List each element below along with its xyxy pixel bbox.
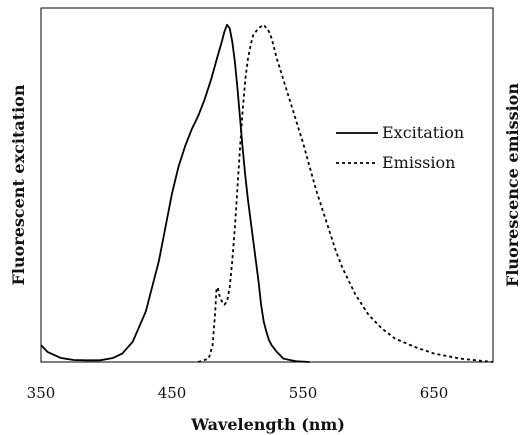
legend-label-excitation: Excitation — [382, 123, 464, 142]
x-tick-label: 650 — [420, 384, 449, 402]
plot-frame — [40, 7, 494, 363]
y-axis-title-right: Fluorescence emission — [503, 83, 521, 287]
x-axis-title: Wavelength (nm) — [190, 415, 345, 434]
y-axis-title-left: Fluorescent excitation — [9, 84, 28, 285]
series-layer — [40, 23, 494, 363]
x-tick-label: 350 — [27, 384, 56, 402]
x-tick-label: 550 — [289, 384, 318, 402]
series-line-excitation — [40, 23, 310, 363]
x-tick-labels: 350 450 550 650 — [27, 384, 449, 402]
series-line-emission — [197, 23, 494, 363]
legend-label-emission: Emission — [382, 153, 455, 172]
legend: Excitation Emission — [336, 123, 464, 172]
x-tick-label: 450 — [158, 384, 187, 402]
